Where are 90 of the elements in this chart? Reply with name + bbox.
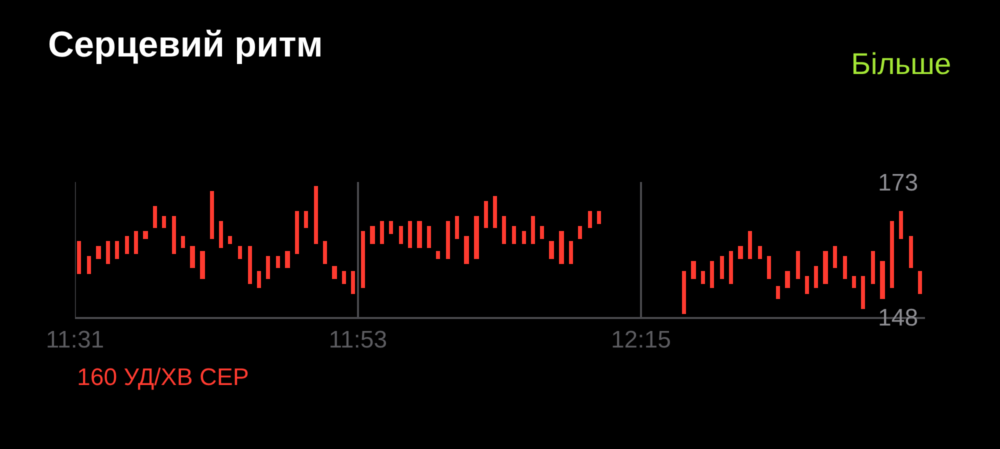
bar [597, 211, 601, 224]
bar [549, 241, 554, 259]
bar [522, 231, 526, 244]
bar [871, 251, 875, 284]
bar [200, 251, 205, 279]
bar [720, 256, 724, 279]
bar [143, 231, 148, 239]
bar [701, 271, 705, 284]
bar [380, 221, 384, 244]
bar [682, 271, 686, 314]
text: Більше [851, 48, 952, 81]
x-tick-label: 11:31 [46, 326, 104, 354]
bar [814, 266, 818, 288]
bar [427, 226, 431, 248]
y-tick-label: 148 [878, 304, 918, 332]
bar [96, 246, 101, 259]
bar [776, 286, 780, 299]
bar [852, 276, 856, 288]
bar [238, 246, 242, 259]
bar [843, 256, 847, 279]
bar [115, 241, 119, 259]
bar [417, 221, 422, 248]
bar [559, 231, 564, 264]
x-tick-label: 12:15 [610, 326, 671, 354]
bar [304, 211, 308, 228]
bar [162, 216, 166, 228]
bar [464, 236, 469, 264]
bar [918, 271, 922, 294]
bar [361, 231, 365, 288]
bar [588, 211, 592, 228]
bar [767, 256, 771, 279]
bar [342, 271, 346, 284]
bar [257, 271, 261, 288]
y-tick-label: 173 [878, 169, 918, 196]
bar [446, 221, 450, 259]
bar [351, 271, 355, 294]
bar [805, 276, 809, 294]
bar [295, 211, 299, 254]
bar [833, 246, 837, 268]
bar [323, 241, 327, 264]
bar [569, 241, 573, 264]
bar [899, 211, 903, 239]
bar [106, 241, 110, 264]
bar [210, 191, 214, 239]
bar [408, 221, 412, 248]
bar [710, 261, 714, 288]
bar [880, 261, 885, 299]
bar [389, 221, 393, 234]
bar [77, 241, 81, 274]
bar [531, 216, 535, 244]
chart-title: Серцевий ритм [48, 24, 323, 65]
bar [890, 221, 894, 288]
bar [228, 236, 232, 244]
bar [219, 221, 223, 248]
text: 160 УД/ХВ СЕР [77, 364, 249, 391]
bar [455, 216, 459, 239]
bar [181, 236, 185, 248]
bar [729, 251, 733, 284]
bar [314, 186, 318, 244]
bar [578, 226, 582, 239]
bar [248, 246, 252, 284]
bar [332, 266, 337, 279]
bar [785, 271, 790, 288]
bar [861, 276, 865, 309]
bar [493, 196, 497, 228]
bar [87, 256, 91, 274]
bar [758, 246, 762, 259]
bar [370, 226, 375, 244]
bar [512, 226, 516, 244]
bar [399, 226, 403, 244]
bar [474, 216, 479, 259]
bar [909, 236, 913, 268]
bar [738, 246, 743, 259]
bar [748, 231, 752, 259]
bar [134, 231, 138, 254]
x-tick-label: 11:53 [328, 326, 388, 354]
bar [190, 246, 195, 268]
bar [276, 256, 280, 268]
bar [125, 236, 129, 254]
bar [172, 216, 176, 254]
bar [266, 256, 270, 279]
bar [502, 216, 506, 244]
bar [540, 226, 544, 239]
bar [796, 251, 800, 279]
bar [823, 251, 828, 284]
bar [285, 251, 290, 268]
bar [691, 261, 696, 279]
bar [153, 206, 157, 228]
bar [436, 251, 440, 259]
bar [484, 201, 488, 228]
